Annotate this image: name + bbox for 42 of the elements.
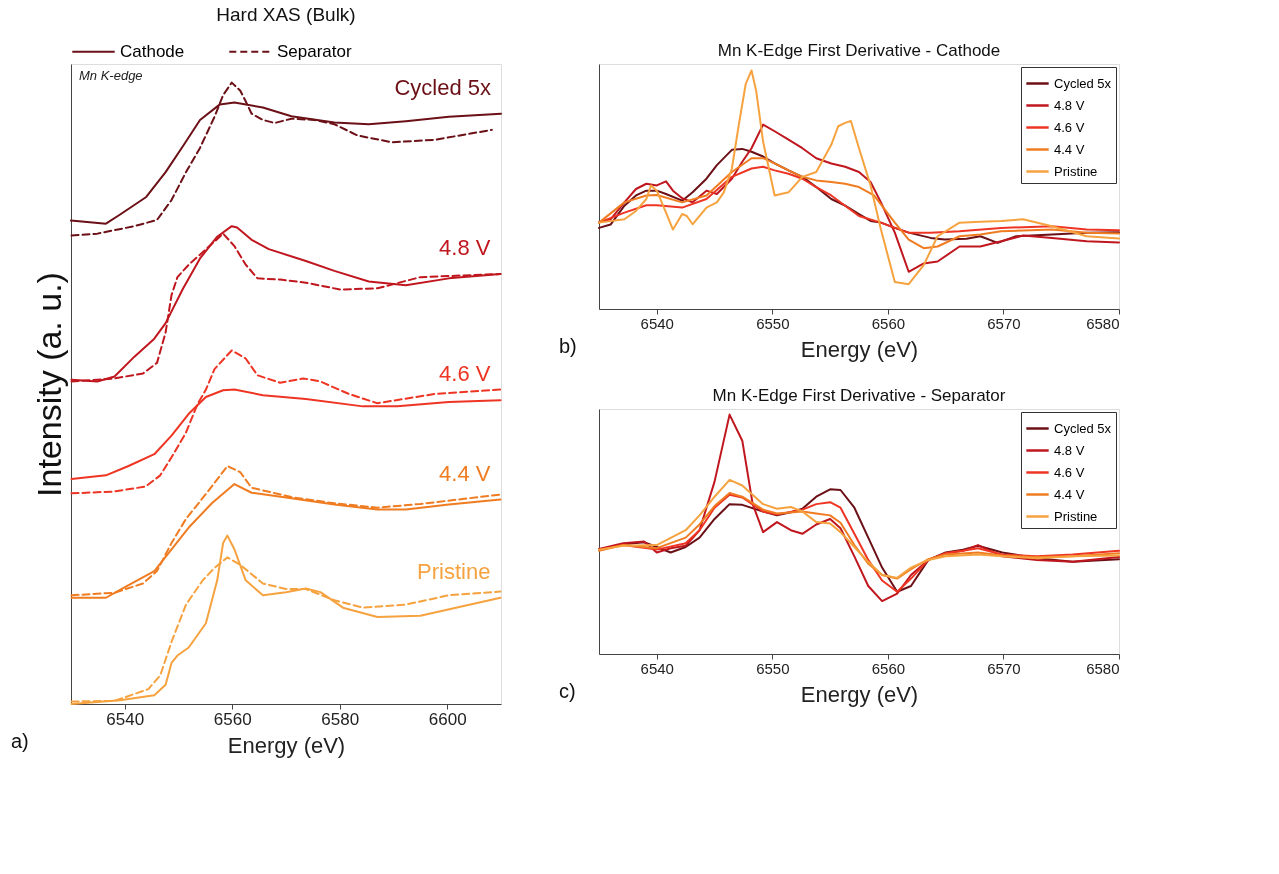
x-tick-label: 6550: [756, 659, 790, 677]
x-tick-label: 6580: [321, 709, 360, 729]
legend-label: Pristine: [1054, 508, 1098, 524]
x-tick-label: 6580: [1086, 314, 1120, 332]
x-tick-label: 6560: [871, 314, 906, 332]
annotation: Mn K-edge: [79, 68, 143, 83]
legend-label: Cycled 5x: [1054, 75, 1112, 91]
annotation: 4.4 V: [439, 460, 491, 486]
legend-label: 4.6 V: [1054, 119, 1085, 135]
annotation: Cycled 5x: [394, 74, 491, 100]
legend-label: Cycled 5x: [1054, 420, 1112, 436]
legend-label: 4.6 V: [1054, 464, 1085, 480]
x-axis-title: Energy (eV): [227, 732, 346, 758]
legend-label: 4.8 V: [1054, 442, 1085, 458]
chart-title: Mn K-Edge First Derivative - Cathode: [717, 41, 1001, 60]
x-tick-label: 6560: [871, 659, 906, 677]
annotation: Pristine: [417, 558, 491, 584]
legend-label: 4.4 V: [1054, 486, 1085, 502]
x-tick-label: 6570: [987, 314, 1021, 332]
annotation: 4.6 V: [439, 361, 491, 387]
legend-label: Separator: [277, 41, 352, 61]
x-axis-title: Energy (eV): [800, 336, 919, 362]
legend-label: 4.8 V: [1054, 97, 1085, 113]
text: b): [559, 335, 577, 357]
text: c): [559, 680, 576, 702]
text: a): [11, 730, 29, 752]
legend-label: 4.4 V: [1054, 141, 1085, 157]
x-tick-label: 6580: [1086, 659, 1120, 677]
x-tick-label: 6540: [640, 314, 674, 332]
x-tick-label: 6570: [987, 659, 1021, 677]
x-tick-label: 6540: [106, 709, 145, 729]
x-tick-label: 6600: [428, 709, 467, 729]
legend-label: Pristine: [1054, 163, 1098, 179]
legend-label: Cathode: [120, 41, 185, 61]
chart-title: Hard XAS (Bulk): [216, 4, 356, 25]
x-tick-label: 6560: [213, 709, 252, 729]
chart-title: Mn K-Edge First Derivative - Separator: [712, 386, 1006, 405]
annotation: 4.8 V: [439, 235, 491, 261]
x-tick-label: 6540: [640, 659, 674, 677]
x-tick-label: 6550: [756, 314, 790, 332]
x-axis-title: Energy (eV): [800, 681, 919, 707]
y-axis-title: Intensity (a. u.): [29, 272, 68, 497]
